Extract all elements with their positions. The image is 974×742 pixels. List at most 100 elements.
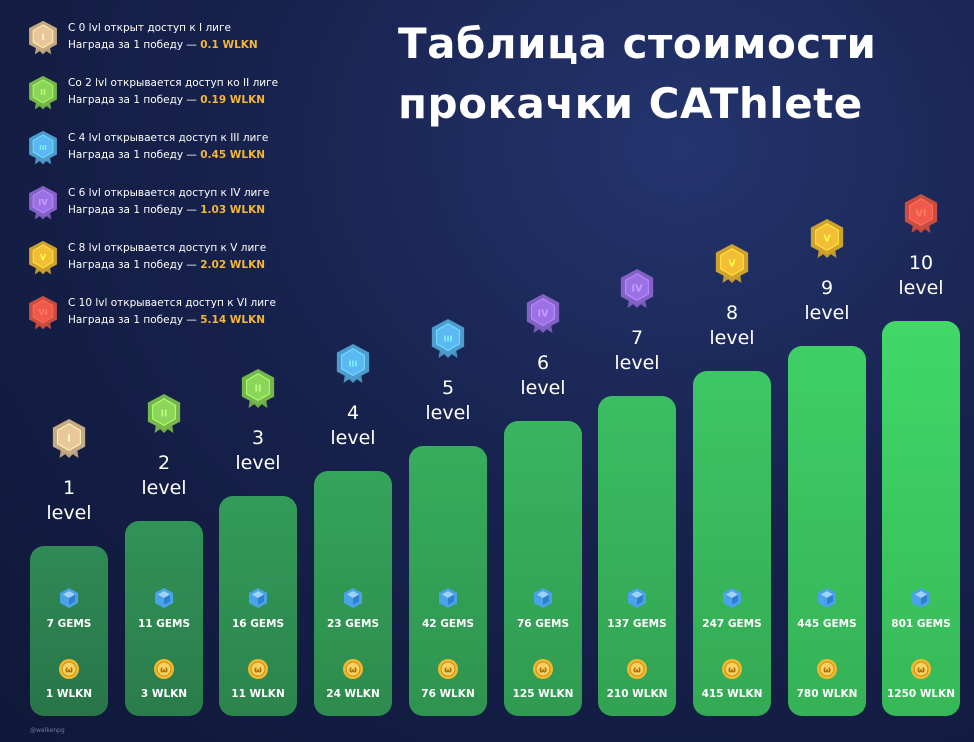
gem-icon — [439, 588, 457, 608]
league-badge: III — [429, 318, 467, 360]
legend-reward-amount: 5.14 WLKN — [200, 314, 265, 326]
badge-numeral: VI — [916, 208, 927, 219]
wlkn-coin-icon: ω — [343, 659, 363, 679]
league-iii-badge-icon: III — [336, 344, 370, 383]
legend-reward-text: Награда за 1 победу — 2.02 WLKN — [68, 257, 266, 274]
league-badge: III — [334, 343, 372, 385]
level-column-8: 8 level V 247 GEMS ω 415 WLKN — [693, 0, 771, 716]
wlkn-coin-icon: ω — [438, 659, 458, 679]
legend-reward-text: Награда за 1 победу — 0.45 WLKN — [68, 147, 268, 164]
league-ii-badge-icon: II — [241, 369, 275, 408]
svg-text:ω: ω — [254, 666, 262, 676]
legend-reward-amount: 1.03 WLKN — [200, 204, 265, 216]
legend-item-i: I С 0 lvl открыт доступ к I лиге Награда з… — [26, 18, 356, 62]
wlkn-coin-icon: ω — [59, 659, 79, 679]
level-word: level — [898, 277, 944, 299]
wlkn-coin-icon: ω — [154, 659, 174, 679]
legend-text: С 10 lvl открывается доступ к VI лиге Наг… — [68, 295, 276, 329]
legend-access-text: Со 2 lvl открывается доступ ко II лиге — [68, 77, 279, 89]
league-ii-badge-icon: II — [29, 75, 57, 110]
svg-text:ω: ω — [633, 666, 641, 676]
level-word: level — [709, 327, 755, 349]
gems-cost: 42 GEMS — [421, 618, 475, 630]
level-number: 6 — [536, 352, 550, 374]
wlkn-cost: 24 WLKN — [326, 688, 380, 700]
legend-item-iii: III С 4 lvl открывается доступ к III лиге… — [26, 128, 356, 172]
svg-text:ω: ω — [444, 666, 452, 676]
legend-access-text: С 8 lvl открывается доступ к V лиге — [68, 242, 267, 254]
level-bar — [30, 546, 108, 716]
badge-numeral: II — [40, 87, 46, 97]
league-i-badge-icon: I — [29, 20, 57, 55]
badge-numeral: V — [823, 233, 831, 244]
league-iv-badge-icon: IV — [526, 294, 560, 333]
league-badge: IV — [618, 268, 656, 310]
svg-text:ω: ω — [823, 666, 831, 676]
league-iv-badge-icon: IV — [620, 269, 654, 308]
wlkn-cost: 3 WLKN — [140, 688, 188, 700]
badge-numeral: V — [728, 258, 736, 269]
gem-icon — [723, 588, 741, 608]
gems-cost: 445 GEMS — [797, 618, 857, 630]
gem-icon — [912, 588, 930, 608]
level-number: 3 — [251, 427, 265, 449]
wlkn-cost: 780 WLKN — [796, 688, 858, 700]
league-vi-badge-icon: VI — [29, 295, 57, 330]
wlkn-coin-icon: ω — [817, 659, 837, 679]
level-column-6: 6 level IV 76 GEMS ω 125 WLKN — [504, 0, 582, 716]
gem-icon — [249, 588, 267, 608]
svg-text:ω: ω — [349, 666, 357, 676]
svg-text:ω: ω — [539, 666, 547, 676]
league-badge-icon: III — [26, 130, 60, 166]
level-label: 6 level — [504, 351, 582, 401]
gem-icon — [344, 588, 362, 608]
level-label: 3 level — [219, 426, 297, 476]
league-badge: II — [239, 368, 277, 410]
gems-cost: 11 GEMS — [137, 618, 191, 630]
badge-numeral: VI — [38, 307, 47, 317]
level-column-7: 7 level IV 137 GEMS ω 210 WLKN — [598, 0, 676, 716]
legend-reward-text: Награда за 1 победу — 5.14 WLKN — [68, 312, 276, 329]
wlkn-coin-icon: ω — [533, 659, 553, 679]
badge-numeral: III — [349, 359, 358, 368]
league-badge: V — [808, 218, 846, 260]
wlkn-coin-icon: ω — [911, 659, 931, 679]
gems-cost: 16 GEMS — [231, 618, 285, 630]
level-number: 5 — [441, 377, 455, 399]
legend-text: С 6 lvl открывается доступ к IV лиге Нагр… — [68, 185, 269, 219]
svg-text:ω: ω — [160, 666, 168, 676]
legend-reward-prefix: Награда за 1 победу — — [68, 259, 201, 271]
level-column-4: 4 level III 23 GEMS ω 24 WLKN — [314, 0, 392, 716]
legend-access-text: С 10 lvl открывается доступ к VI лиге — [68, 297, 277, 309]
legend-text: С 8 lvl открывается доступ к V лиге Награ… — [68, 240, 266, 274]
wlkn-cost: 415 WLKN — [701, 688, 763, 700]
level-column-10: 10 level VI 801 GEMS ω 1250 WLKN — [882, 0, 960, 716]
level-bar — [882, 321, 960, 716]
badge-numeral: III — [39, 144, 47, 152]
badge-numeral: I — [41, 32, 44, 42]
legend-access-text: С 0 lvl открыт доступ к I лиге — [68, 22, 231, 34]
legend-text: Со 2 lvl открывается доступ ко II лиге На… — [68, 75, 278, 109]
wlkn-cost: 210 WLKN — [606, 688, 668, 700]
level-number: 10 — [908, 252, 934, 274]
level-column-1: 1 level I 7 GEMS ω 1 WLKN — [30, 0, 108, 716]
legend-item-iv: IV С 6 lvl открывается доступ к IV лиге На… — [26, 183, 356, 227]
legend-item-v: V С 8 lvl открывается доступ к V лиге Нагр… — [26, 238, 356, 282]
league-iv-badge-icon: IV — [29, 185, 57, 220]
wlkn-coin-icon: ω — [722, 659, 742, 679]
badge-numeral: II — [160, 408, 167, 419]
page-title: Таблица стоимости прокачки CAThlete — [398, 19, 877, 128]
wlkn-coin-icon: ω — [248, 659, 268, 679]
legend-item-ii: II Со 2 lvl открывается доступ ко II лиге… — [26, 73, 356, 117]
gems-cost: 23 GEMS — [326, 618, 380, 630]
level-bar — [788, 346, 866, 716]
level-label: 9 level — [788, 276, 866, 326]
level-column-2: 2 level II 11 GEMS ω 3 WLKN — [125, 0, 203, 716]
gems-cost: 137 GEMS — [607, 618, 667, 630]
level-number: 1 — [62, 477, 76, 499]
level-word: level — [614, 352, 660, 374]
gem-icon — [60, 588, 78, 608]
gems-cost: 76 GEMS — [516, 618, 570, 630]
level-label: 2 level — [125, 451, 203, 501]
badge-numeral: II — [254, 383, 261, 394]
